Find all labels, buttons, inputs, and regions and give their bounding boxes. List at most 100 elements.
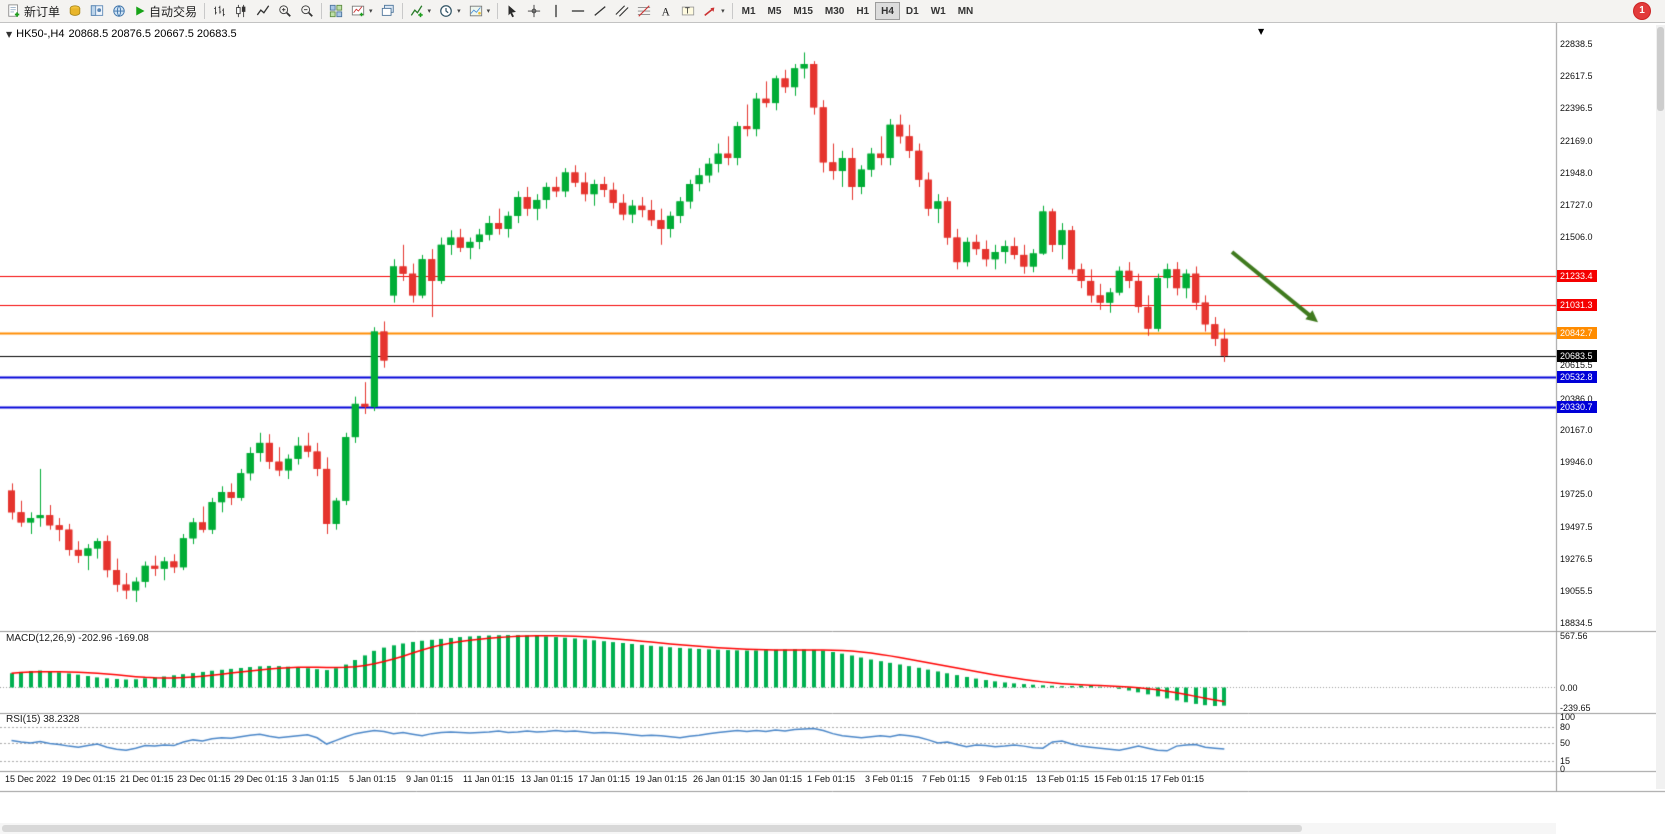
zoom-in-icon — [279, 5, 291, 17]
date-label: 17 Jan 01:15 — [578, 774, 631, 784]
date-label: 29 Dec 01:15 — [234, 774, 288, 784]
coins-icon — [69, 5, 81, 16]
cascade-windows-button[interactable] — [377, 1, 399, 21]
rsi-axis-label: 80 — [1560, 722, 1571, 732]
rsi-axis-label: 0 — [1560, 764, 1566, 774]
candlestick-icon — [236, 4, 246, 18]
horizontal-scrollbar[interactable] — [0, 823, 1556, 834]
timeframe-d1-button[interactable]: D1 — [900, 2, 925, 20]
horizontal-scrollbar-thumb[interactable] — [2, 825, 1302, 832]
date-label: 13 Feb 01:15 — [1036, 774, 1090, 784]
date-label: 9 Feb 01:15 — [979, 774, 1028, 784]
templates-icon — [469, 5, 482, 17]
price-tick-label: 20167.0 — [1560, 425, 1593, 435]
price-tick-label: 22396.5 — [1560, 103, 1593, 113]
toolbar-separator — [204, 3, 206, 19]
timeframe-m5-button[interactable]: M5 — [762, 2, 788, 20]
fibonacci-icon — [637, 5, 651, 17]
market-watch-button[interactable] — [64, 1, 86, 21]
arrows-tool-button[interactable]: ▾ — [699, 1, 729, 21]
new-order-icon — [8, 4, 20, 17]
line-chart-type-button[interactable] — [252, 1, 274, 21]
new-order-button[interactable]: 新订单 — [3, 1, 64, 21]
date-label: 7 Feb 01:15 — [922, 774, 971, 784]
dropdown-caret: ▾ — [427, 7, 432, 15]
navigator-button[interactable] — [86, 1, 108, 21]
price-tick-label: 21727.0 — [1560, 200, 1593, 210]
bar-chart-icon — [214, 5, 225, 17]
dropdown-caret: ▾ — [457, 7, 461, 15]
fibonacci-tool-button[interactable] — [633, 1, 655, 21]
line-chart-icon — [256, 5, 270, 16]
zoom-out-button[interactable] — [296, 1, 318, 21]
rsi-axis-label: 50 — [1560, 738, 1571, 748]
timeframe-h1-button[interactable]: H1 — [850, 2, 875, 20]
indicators-icon — [410, 5, 423, 18]
price-tick-label: 19946.0 — [1560, 457, 1593, 467]
text-label-tool-button[interactable]: T — [677, 1, 699, 21]
vertical-scrollbar[interactable] — [1656, 25, 1665, 789]
vertical-line-tool-button[interactable] — [545, 1, 567, 21]
new-order-label: 新订单 — [24, 4, 61, 19]
date-label: 26 Jan 01:15 — [693, 774, 746, 784]
price-tick-label: 20386.0 — [1560, 394, 1593, 404]
date-label: 19 Dec 01:15 — [62, 774, 116, 784]
notification-badge[interactable]: 1 — [1634, 3, 1650, 19]
terminal-panel-button[interactable] — [108, 1, 130, 21]
timeframe-m1-button[interactable]: M1 — [736, 2, 762, 20]
zoom-out-icon — [301, 5, 313, 17]
horizontal-line-tool-button[interactable] — [567, 1, 589, 21]
rsi-axis-label: 15 — [1560, 756, 1571, 766]
price-tick-label: 22617.5 — [1560, 71, 1593, 81]
price-tick-label: 21948.0 — [1560, 168, 1593, 178]
toolbar-separator — [401, 3, 403, 19]
date-label: 15 Dec 2022 — [5, 774, 57, 784]
periods-button[interactable]: ▾ — [435, 1, 465, 21]
timeframe-h4-button[interactable]: H4 — [875, 2, 900, 20]
chart-menu-icon[interactable]: ▼ — [6, 29, 13, 39]
text-icon: A — [662, 6, 671, 18]
candlestick-type-button[interactable] — [230, 1, 252, 21]
trendline-tool-button[interactable] — [589, 1, 611, 21]
dropdown-caret: ▾ — [486, 7, 491, 15]
macd-axis-label: 567.56 — [1560, 631, 1588, 641]
timeframe-m15-button[interactable]: M15 — [787, 2, 818, 20]
templates-button[interactable]: ▾ — [465, 1, 495, 21]
toolbar-separator — [497, 3, 499, 19]
chart-shift-marker[interactable]: ▼ — [1258, 27, 1265, 36]
autotrade-button[interactable]: 自动交易 — [130, 1, 201, 21]
date-label: 15 Feb 01:15 — [1094, 774, 1148, 784]
price-tick-label: 19725.0 — [1560, 489, 1593, 499]
crosshair-tool-button[interactable] — [523, 1, 545, 21]
macd-axis-label: -239.65 — [1560, 703, 1591, 713]
price-line-badge: 20330.7 — [1557, 401, 1597, 413]
crosshair-icon — [527, 4, 541, 18]
price-line-badge: 20683.5 — [1557, 350, 1597, 362]
price-tick-label: 22838.5 — [1560, 39, 1593, 49]
cursor-tool-button[interactable] — [501, 1, 523, 21]
timeframe-w1-button[interactable]: W1 — [925, 2, 952, 20]
tile-windows-icon — [329, 4, 343, 18]
new-chart-button[interactable]: ▾ — [347, 1, 377, 21]
vertical-scrollbar-thumb[interactable] — [1657, 27, 1664, 111]
chart-title: ▼ HK50-,H4 20868.5 20876.5 20667.5 20683… — [6, 28, 237, 40]
date-label: 11 Jan 01:15 — [463, 774, 515, 784]
clock-icon — [440, 5, 452, 17]
navigator-icon — [90, 5, 104, 16]
indicators-button[interactable]: ▾ — [406, 1, 436, 21]
cascade-windows-icon — [381, 4, 394, 16]
date-label: 1 Feb 01:15 — [807, 774, 856, 784]
zoom-in-button[interactable] — [274, 1, 296, 21]
timeframe-m30-button[interactable]: M30 — [819, 2, 850, 20]
channel-tool-button[interactable] — [611, 1, 633, 21]
text-tool-button[interactable]: A — [655, 1, 677, 21]
autotrade-label: 自动交易 — [149, 4, 198, 19]
bar-chart-type-button[interactable] — [208, 1, 230, 21]
macd-indicator-label: MACD(12,26,9) -202.96 -169.08 — [6, 633, 149, 644]
chart-canvas[interactable] — [0, 23, 1665, 839]
date-label: 19 Jan 01:15 — [635, 774, 688, 784]
toolbar-separator — [321, 3, 323, 19]
date-label: 17 Feb 01:15 — [1151, 774, 1205, 784]
timeframe-mn-button[interactable]: MN — [952, 2, 980, 20]
tile-windows-button[interactable] — [325, 1, 347, 21]
